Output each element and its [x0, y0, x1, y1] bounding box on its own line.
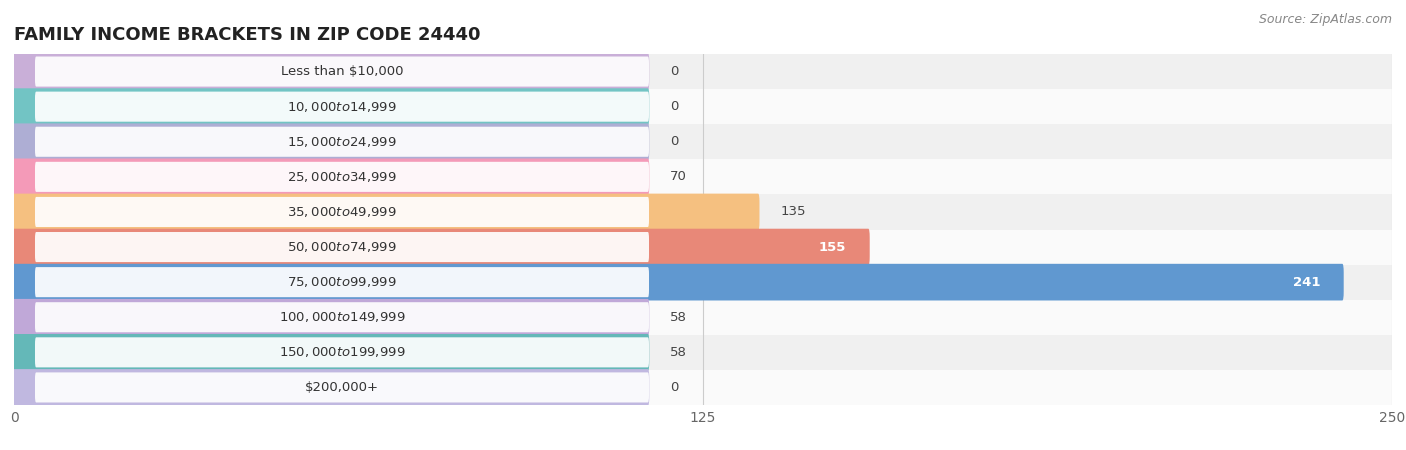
Text: Source: ZipAtlas.com: Source: ZipAtlas.com — [1258, 14, 1392, 27]
Bar — [14, 89, 1392, 124]
FancyBboxPatch shape — [35, 92, 650, 122]
FancyBboxPatch shape — [13, 123, 650, 160]
Text: $50,000 to $74,999: $50,000 to $74,999 — [287, 240, 396, 254]
Text: 135: 135 — [780, 206, 806, 218]
Bar — [14, 300, 1392, 335]
Text: $75,000 to $99,999: $75,000 to $99,999 — [287, 275, 396, 289]
FancyBboxPatch shape — [35, 267, 650, 297]
Text: 241: 241 — [1292, 276, 1320, 288]
Text: Less than $10,000: Less than $10,000 — [281, 65, 404, 78]
Text: 155: 155 — [818, 241, 846, 253]
Bar — [14, 159, 1392, 194]
FancyBboxPatch shape — [13, 229, 870, 266]
Bar — [14, 230, 1392, 265]
Text: $10,000 to $14,999: $10,000 to $14,999 — [287, 99, 396, 114]
FancyBboxPatch shape — [35, 57, 650, 86]
FancyBboxPatch shape — [35, 127, 650, 157]
Text: 0: 0 — [669, 65, 678, 78]
FancyBboxPatch shape — [35, 373, 650, 402]
Bar — [14, 54, 1392, 89]
Bar — [14, 265, 1392, 300]
Text: 0: 0 — [669, 135, 678, 148]
FancyBboxPatch shape — [35, 338, 650, 367]
FancyBboxPatch shape — [35, 197, 650, 227]
FancyBboxPatch shape — [35, 162, 650, 192]
Text: $15,000 to $24,999: $15,000 to $24,999 — [287, 135, 396, 149]
FancyBboxPatch shape — [13, 88, 650, 125]
Text: 58: 58 — [669, 311, 686, 324]
FancyBboxPatch shape — [13, 369, 650, 406]
Text: FAMILY INCOME BRACKETS IN ZIP CODE 24440: FAMILY INCOME BRACKETS IN ZIP CODE 24440 — [14, 26, 481, 44]
Bar — [14, 124, 1392, 159]
Text: 58: 58 — [669, 346, 686, 359]
Text: $35,000 to $49,999: $35,000 to $49,999 — [287, 205, 396, 219]
Text: $200,000+: $200,000+ — [305, 381, 380, 394]
Bar — [14, 370, 1392, 405]
Text: $150,000 to $199,999: $150,000 to $199,999 — [278, 345, 405, 360]
FancyBboxPatch shape — [13, 53, 650, 90]
Text: 0: 0 — [669, 381, 678, 394]
Bar — [14, 335, 1392, 370]
FancyBboxPatch shape — [13, 334, 650, 371]
FancyBboxPatch shape — [35, 302, 650, 332]
Text: $100,000 to $149,999: $100,000 to $149,999 — [278, 310, 405, 324]
Text: 70: 70 — [669, 171, 686, 183]
FancyBboxPatch shape — [13, 194, 759, 230]
FancyBboxPatch shape — [13, 158, 650, 195]
Text: $25,000 to $34,999: $25,000 to $34,999 — [287, 170, 396, 184]
FancyBboxPatch shape — [13, 299, 650, 336]
Text: 0: 0 — [669, 100, 678, 113]
FancyBboxPatch shape — [35, 232, 650, 262]
FancyBboxPatch shape — [13, 264, 1344, 301]
Bar — [14, 194, 1392, 230]
